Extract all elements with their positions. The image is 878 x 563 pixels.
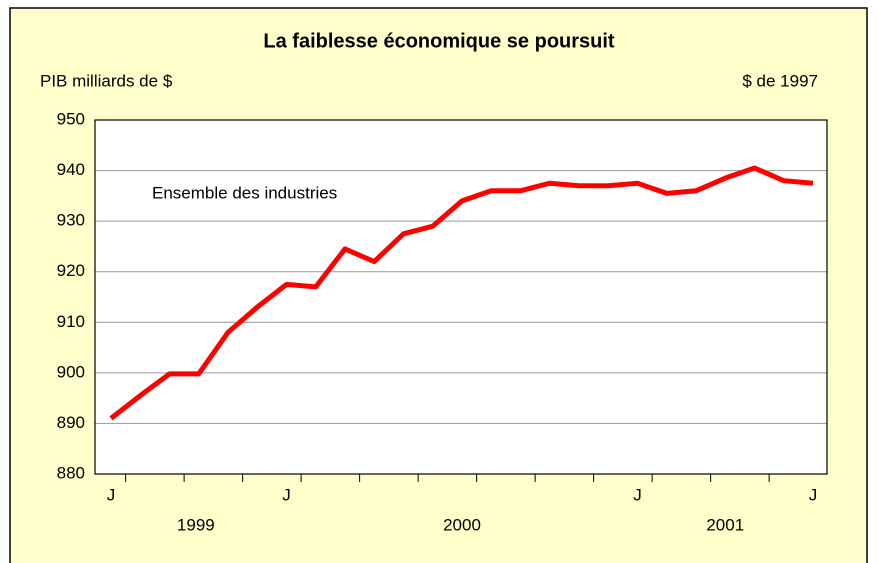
x-tick-label: J (107, 485, 116, 504)
plot-border (94, 119, 828, 475)
year-label: 2000 (443, 515, 481, 534)
chart-title: La faiblesse économique se poursuit (263, 30, 615, 52)
y-tick-label: 920 (57, 261, 85, 280)
x-tick-label: J (633, 485, 642, 504)
year-label: 2001 (706, 515, 744, 534)
y-tick-label: 930 (57, 211, 85, 230)
y-tick-label: 900 (57, 362, 85, 381)
year-label: 1999 (177, 515, 215, 534)
y-axis-label: PIB milliards de $ (40, 71, 173, 90)
y-tick-label: 940 (57, 160, 85, 179)
y-tick-label: 890 (57, 413, 85, 432)
units-note: $ de 1997 (742, 71, 818, 90)
annotation: Ensemble des industries (152, 183, 337, 202)
y-tick-label: 880 (57, 463, 85, 482)
plot-area (95, 120, 827, 474)
x-tick-label: J (809, 485, 818, 504)
y-tick-label: 910 (57, 312, 85, 331)
data-line (109, 165, 814, 421)
y-tick-label: 950 (57, 109, 85, 128)
x-tick-label: J (282, 485, 291, 504)
